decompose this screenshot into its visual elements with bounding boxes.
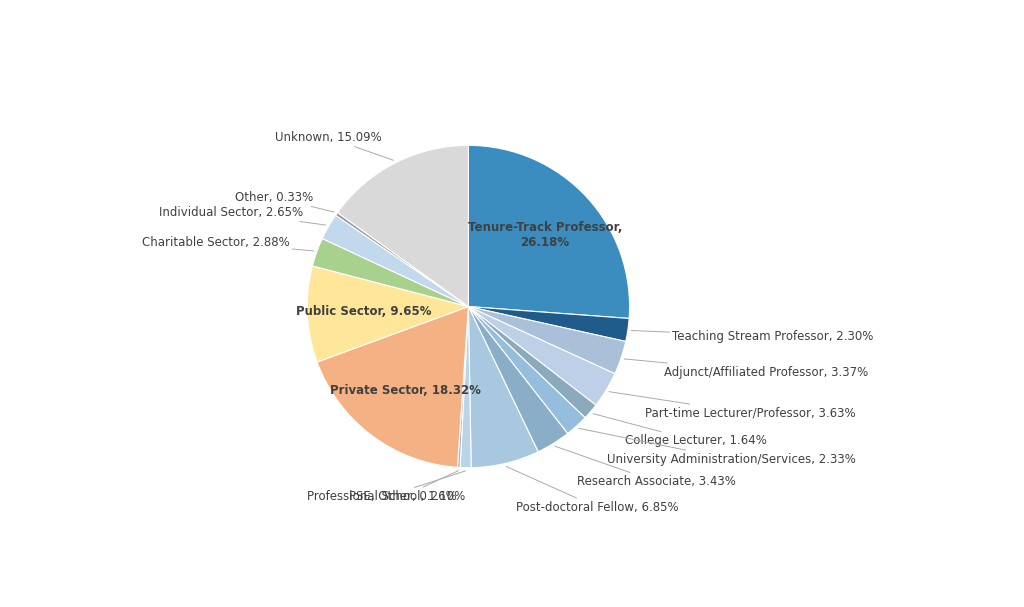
Text: Post-doctoral Fellow, 6.85%: Post-doctoral Fellow, 6.85% (506, 467, 679, 514)
Wedge shape (468, 307, 585, 433)
Text: Professional School, 1.10%: Professional School, 1.10% (307, 471, 466, 503)
Text: Private Sector, 18.32%: Private Sector, 18.32% (330, 384, 481, 397)
Wedge shape (468, 307, 596, 418)
Wedge shape (317, 307, 468, 467)
Text: Adjunct/Affiliated Professor, 3.37%: Adjunct/Affiliated Professor, 3.37% (625, 359, 868, 379)
Wedge shape (468, 307, 567, 452)
Wedge shape (460, 307, 471, 468)
Wedge shape (338, 145, 468, 307)
Wedge shape (468, 145, 630, 319)
Wedge shape (468, 307, 539, 467)
Wedge shape (468, 307, 626, 374)
Wedge shape (312, 239, 468, 307)
Wedge shape (468, 307, 629, 342)
Wedge shape (323, 215, 468, 307)
Wedge shape (468, 307, 614, 405)
Text: Charitable Sector, 2.88%: Charitable Sector, 2.88% (141, 236, 313, 251)
Text: College Lecturer, 1.64%: College Lecturer, 1.64% (593, 413, 767, 447)
Text: Other, 0.33%: Other, 0.33% (234, 191, 334, 212)
Text: Unknown, 15.09%: Unknown, 15.09% (274, 131, 393, 160)
Wedge shape (307, 266, 468, 362)
Text: Part-time Lecturer/Professor, 3.63%: Part-time Lecturer/Professor, 3.63% (609, 392, 855, 420)
Text: PSE, Other, 0.26%: PSE, Other, 0.26% (349, 470, 459, 503)
Text: Public Sector, 9.65%: Public Sector, 9.65% (296, 305, 431, 318)
Text: Individual Sector, 2.65%: Individual Sector, 2.65% (159, 206, 326, 225)
Text: Tenure-Track Professor,
26.18%: Tenure-Track Professor, 26.18% (468, 221, 623, 249)
Wedge shape (458, 307, 468, 467)
Text: Research Associate, 3.43%: Research Associate, 3.43% (555, 446, 736, 488)
Wedge shape (336, 212, 468, 307)
Text: University Administration/Services, 2.33%: University Administration/Services, 2.33… (579, 429, 856, 466)
Text: Teaching Stream Professor, 2.30%: Teaching Stream Professor, 2.30% (631, 330, 873, 343)
